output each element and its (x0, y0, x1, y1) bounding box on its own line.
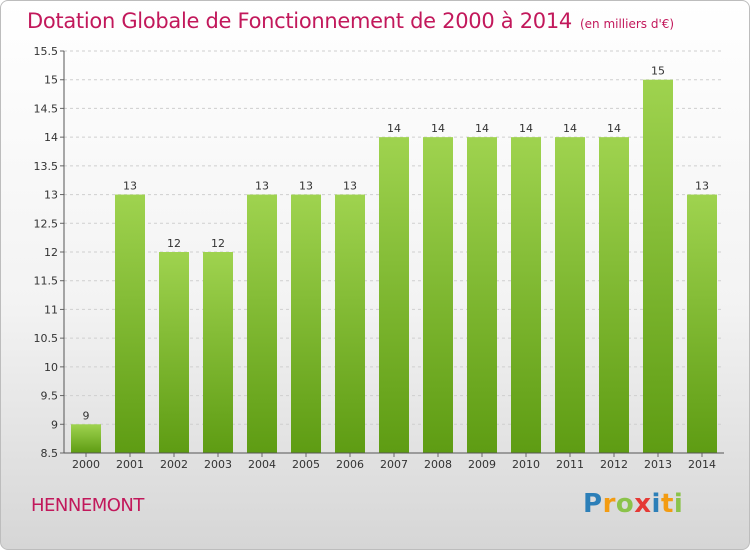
bar-2009 (467, 137, 497, 453)
y-tick-label: 12 (44, 246, 58, 259)
y-tick-label: 14 (44, 131, 58, 144)
x-tick-label: 2000 (72, 458, 100, 471)
bar-2003 (203, 252, 233, 453)
data-label: 14 (475, 122, 489, 135)
bar-2002 (159, 252, 189, 453)
bars (71, 79, 717, 454)
x-tick-label: 2007 (380, 458, 408, 471)
chart-title-text: Dotation Globale de Fonctionnement de 20… (27, 9, 572, 33)
data-label: 13 (343, 180, 357, 193)
bar-2006 (335, 194, 365, 454)
bar-2012 (599, 137, 629, 453)
commune-name: HENNEMONT (31, 495, 144, 516)
logo-letter: P (583, 489, 603, 519)
x-axis-ticks: 2000 2001 2002 2003 2004 2005 2006 2007 2008 2009… (72, 453, 716, 471)
logo-letter: i (673, 489, 684, 519)
data-label: 13 (695, 180, 709, 193)
data-label: 12 (167, 237, 181, 250)
data-label: 14 (563, 122, 577, 135)
y-tick-label: 15 (44, 74, 58, 87)
data-label: 13 (123, 180, 137, 193)
bar-2011 (555, 137, 585, 453)
y-tick-label: 15.5 (34, 45, 59, 58)
y-tick-label: 8.5 (41, 447, 59, 460)
data-label: 14 (387, 122, 401, 135)
logo-letter: t (660, 489, 674, 519)
data-label: 15 (651, 65, 665, 78)
x-tick-label: 2002 (160, 458, 188, 471)
data-label: 14 (607, 122, 621, 135)
bar-2000 (71, 424, 101, 453)
chart-title: Dotation Globale de Fonctionnement de 20… (27, 9, 674, 33)
data-label: 9 (83, 409, 90, 422)
x-tick-label: 2013 (644, 458, 672, 471)
bar-2013 (643, 79, 673, 453)
bar-2008 (423, 137, 453, 453)
x-tick-label: 2009 (468, 458, 496, 471)
x-tick-label: 2003 (204, 458, 232, 471)
y-tick-label: 13 (44, 189, 58, 202)
logo-letter: o (615, 489, 635, 519)
data-label: 14 (431, 122, 445, 135)
data-label: 12 (211, 237, 225, 250)
proxiti-logo[interactable]: Proxiti (583, 489, 683, 519)
x-tick-label: 2014 (688, 458, 716, 471)
y-tick-label: 9 (51, 418, 58, 431)
data-label: 14 (519, 122, 533, 135)
y-tick-label: 12.5 (34, 217, 59, 230)
x-tick-label: 2001 (116, 458, 144, 471)
x-tick-label: 2008 (424, 458, 452, 471)
bar-2001 (115, 194, 145, 454)
x-tick-label: 2011 (556, 458, 584, 471)
x-tick-label: 2004 (248, 458, 276, 471)
bar-2014 (687, 194, 717, 454)
x-tick-label: 2006 (336, 458, 364, 471)
y-tick-label: 11.5 (34, 275, 59, 288)
bar-2010 (511, 137, 541, 453)
data-labels: 9 13 12 12 13 13 13 14 14 14 14 14 14 15 13 (83, 65, 710, 423)
logo-letter: x (634, 489, 652, 519)
data-label: 13 (299, 180, 313, 193)
chart-subtitle: (en milliers d'€) (579, 17, 675, 31)
y-axis-ticks: 8.5 9 9.5 10 10.5 11 11.5 12 12.5 13 13.5 14 14.5 15 1… (34, 45, 64, 460)
bar-2007 (379, 137, 409, 453)
y-tick-label: 13.5 (34, 160, 59, 173)
x-tick-label: 2005 (292, 458, 320, 471)
logo-letter: r (602, 489, 616, 519)
y-tick-label: 11 (44, 303, 58, 316)
logo-letter: i (651, 489, 661, 519)
bar-2005 (291, 194, 321, 454)
x-tick-label: 2012 (600, 458, 628, 471)
y-tick-label: 14.5 (34, 102, 59, 115)
y-tick-label: 9.5 (41, 390, 59, 403)
bar-2004 (247, 194, 277, 454)
data-label: 13 (255, 180, 269, 193)
y-tick-label: 10.5 (34, 332, 59, 345)
y-tick-label: 10 (44, 361, 58, 374)
x-tick-label: 2010 (512, 458, 540, 471)
